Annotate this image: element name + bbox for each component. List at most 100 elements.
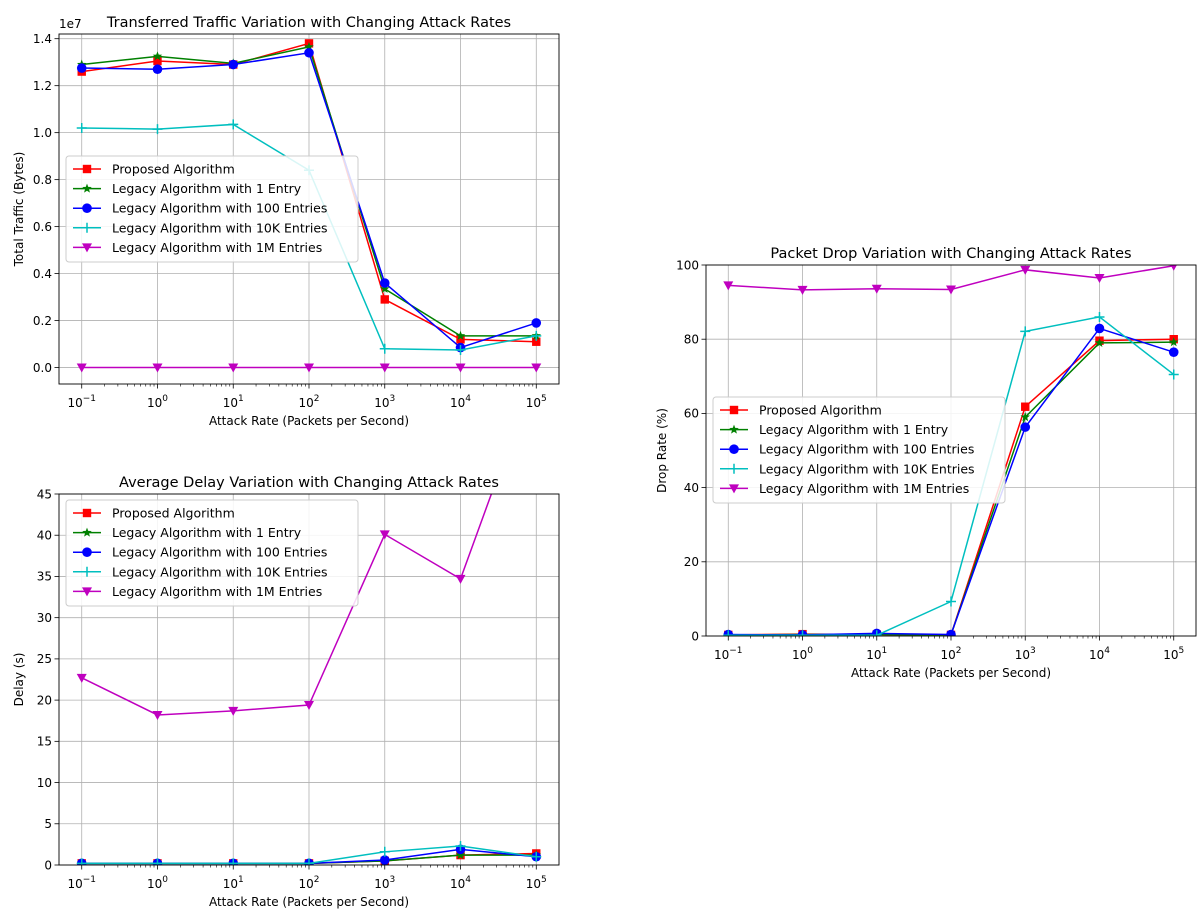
traffic-title: Transferred Traffic Variation with Chang…: [106, 15, 511, 31]
traffic-x-tick-label: 102: [298, 394, 319, 410]
traffic-legend-item: Legacy Algorithm with 1M Entries: [73, 240, 322, 255]
delay-y-tick-label: 15: [37, 735, 52, 749]
drop-legend-label: Proposed Algorithm: [759, 403, 882, 418]
traffic-legend-item: Legacy Algorithm with 10K Entries: [73, 220, 328, 235]
traffic-data-point: [304, 41, 314, 51]
drop-series-3: [723, 311, 1179, 636]
traffic-x-tick-label: 100: [147, 394, 168, 410]
traffic-scale-offset: 1e7: [59, 17, 82, 31]
drop-data-point: [1094, 273, 1105, 283]
traffic-data-point: [304, 363, 314, 373]
traffic-x-tick-label: 104: [450, 394, 471, 410]
traffic-data-point: [152, 124, 163, 135]
delay-data-point: [76, 858, 87, 865]
drop-data-point: [1168, 369, 1179, 380]
delay-y-tick-label: 10: [37, 776, 52, 790]
traffic-legend-label: Legacy Algorithm with 100 Entries: [112, 201, 327, 216]
drop-chart: 10−1 100 101 102 103 104 105 0 20 40 60 80 100 Packet…: [655, 246, 1197, 680]
traffic-data-point: [532, 337, 541, 346]
traffic-data-point: [228, 119, 239, 130]
drop-x-tick-label: 105: [1163, 646, 1184, 662]
delay-y-tick-label: 30: [37, 611, 52, 625]
drop-legend-marker: [729, 444, 739, 455]
delay-data-point: [379, 855, 390, 865]
delay-data-point: [531, 851, 542, 862]
delay-y-tick-label: 5: [44, 817, 52, 831]
traffic-legend-marker: [82, 183, 92, 193]
delay-data-point: [152, 858, 163, 865]
drop-data-point: [723, 630, 734, 636]
drop-x-axis-label: Attack Rate (Packets per Second): [851, 666, 1051, 680]
delay-x-axis-label: Attack Rate (Packets per Second): [209, 895, 409, 909]
traffic-data-point: [380, 295, 389, 304]
drop-data-point: [1168, 347, 1179, 357]
drop-data-point: [1021, 402, 1030, 411]
traffic-data-point: [531, 363, 542, 373]
traffic-data-point: [152, 363, 163, 373]
drop-x-tick-label: 100: [792, 646, 813, 662]
traffic-x-tick-label: 101: [223, 394, 244, 410]
traffic-data-point: [531, 318, 542, 328]
delay-x-tick-label: 102: [298, 875, 319, 891]
delay-data-point: [304, 701, 314, 711]
delay-plot-area: [76, 494, 542, 865]
delay-data-point: [455, 574, 466, 584]
delay-series-4: [76, 494, 493, 720]
traffic-data-point: [152, 51, 163, 61]
drop-x-tick-label: 104: [1089, 646, 1110, 662]
traffic-data-point: [531, 330, 542, 341]
drop-data-point: [797, 285, 808, 295]
traffic-legend-marker: [82, 222, 92, 233]
drop-x-tick-label: 10−1: [714, 646, 743, 662]
drop-legend-label: Legacy Algorithm with 10K Entries: [759, 461, 975, 476]
delay-x-tick-label: 100: [147, 875, 168, 891]
traffic-legend-marker: [82, 164, 92, 174]
traffic-y-tick-label: 0.8: [33, 173, 52, 187]
traffic-series-4: [76, 363, 542, 373]
traffic-legend-label: Proposed Algorithm: [112, 162, 235, 177]
delay-data-point: [304, 858, 314, 865]
delay-legend-marker: [82, 566, 92, 577]
traffic-legend-item: Legacy Algorithm with 100 Entries: [73, 201, 327, 216]
delay-data-point: [379, 530, 390, 540]
traffic-x-tick-label: 103: [374, 394, 395, 410]
traffic-data-point: [380, 283, 390, 293]
traffic-x-tick-label: 105: [526, 394, 547, 410]
delay-x-tick-label: 10−1: [67, 875, 96, 891]
traffic-data-point: [76, 122, 87, 133]
delay-data-point: [76, 673, 87, 683]
delay-legend-item: Legacy Algorithm with 10K Entries: [73, 564, 328, 579]
drop-data-point: [946, 596, 956, 607]
drop-x-tick-label: 103: [1015, 646, 1036, 662]
drop-y-tick-label: 20: [684, 555, 699, 569]
delay-data-point: [228, 706, 239, 716]
delay-legend-marker: [82, 508, 92, 518]
traffic-legend-marker: [82, 203, 92, 213]
traffic-data-point: [455, 330, 466, 340]
drop-y-axis-label: Drop Rate (%): [655, 408, 669, 493]
traffic-legend: Proposed Algorithm Legacy Algorithm with …: [65, 155, 359, 263]
traffic-legend-item: Proposed Algorithm: [73, 162, 235, 177]
drop-data-point: [797, 630, 808, 636]
traffic-y-tick-label: 1.0: [33, 126, 52, 140]
delay-legend-box: [65, 499, 359, 607]
delay-x-tick-label: 105: [526, 875, 547, 891]
delay-x-tick-label: 103: [374, 875, 395, 891]
traffic-y-tick-label: 0.0: [33, 361, 52, 375]
delay-legend-label: Proposed Algorithm: [112, 506, 235, 521]
drop-legend-item: Legacy Algorithm with 1M Entries: [720, 481, 969, 496]
drop-title: Packet Drop Variation with Changing Atta…: [770, 246, 1131, 262]
drop-y-tick-label: 80: [684, 333, 699, 347]
traffic-data-point: [379, 343, 390, 354]
delay-title: Average Delay Variation with Changing At…: [119, 475, 499, 491]
drop-data-point: [1020, 326, 1031, 337]
drop-legend-label: Legacy Algorithm with 1 Entry: [759, 422, 949, 437]
drop-data-point: [1020, 265, 1031, 275]
drop-data-point: [946, 629, 956, 636]
traffic-data-point: [228, 59, 239, 70]
drop-data-point: [1094, 323, 1105, 334]
drop-x-tick-label: 101: [866, 646, 887, 662]
delay-legend-item: Legacy Algorithm with 1 Entry: [73, 525, 302, 540]
delay-legend-marker: [82, 587, 92, 597]
